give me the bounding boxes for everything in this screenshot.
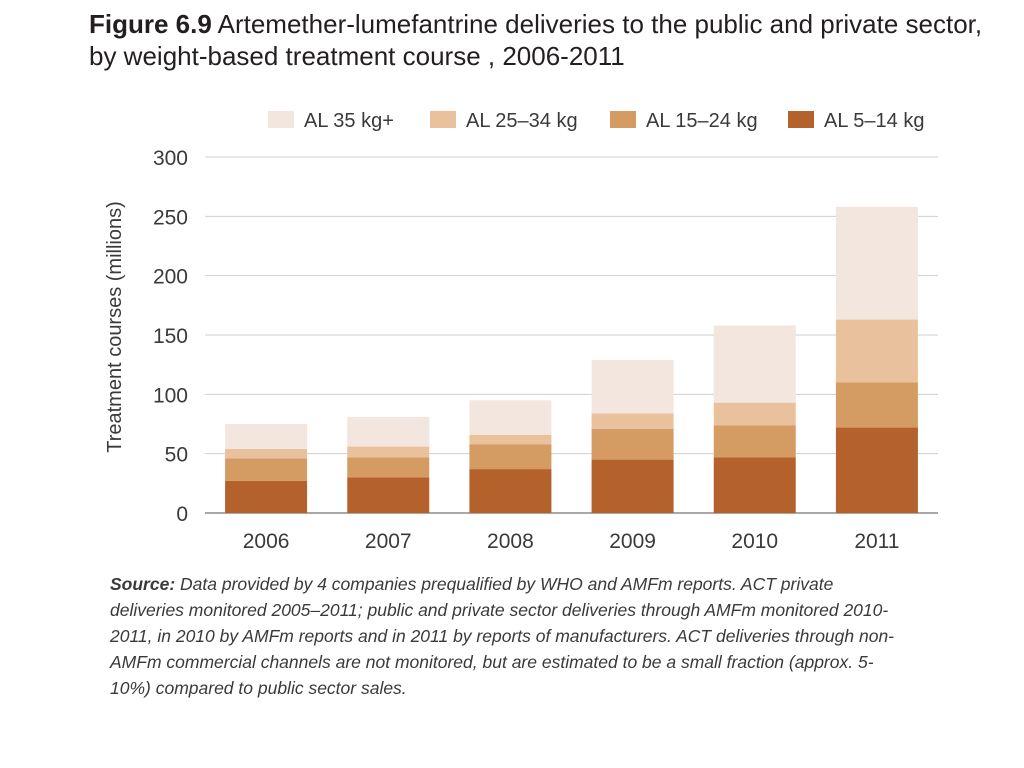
bar-segment [835, 319, 918, 383]
bar-segment [713, 457, 796, 513]
legend-label: AL 5–14 kg [824, 110, 924, 132]
source-note: Source: Data provided by 4 companies pre… [110, 571, 910, 701]
bar-segment [469, 444, 552, 470]
legend: AL 35 kg+ AL 25–34 kg AL 15–24 kg AL 5–14 k… [268, 110, 924, 132]
legend-swatch [788, 111, 814, 128]
bar-segment [713, 402, 796, 426]
legend-item: AL 25–34 kg [430, 110, 578, 132]
x-tick-label: 2007 [365, 530, 412, 553]
y-tick-label: 300 [153, 147, 188, 170]
bar-segment [835, 427, 918, 513]
y-tick-label: 100 [153, 384, 188, 407]
bar-segment [347, 457, 430, 478]
y-tick-labels: 0 50 100 150 200 250 300 [153, 147, 188, 526]
legend-item: AL 35 kg+ [268, 110, 394, 132]
legend-label: AL 35 kg+ [304, 110, 394, 132]
legend-swatch [610, 111, 636, 128]
bar-segment [713, 425, 796, 458]
bar-segment [835, 206, 918, 320]
figure-title-text: Artemether-lumefantrine deliveries to th… [89, 9, 983, 71]
bar-segment [591, 359, 674, 414]
bar-segment [469, 434, 552, 445]
legend-swatch [268, 111, 294, 128]
source-text: Data provided by 4 companies prequalifie… [110, 574, 895, 698]
bar-segment [225, 480, 308, 513]
bar-segment [225, 448, 308, 459]
x-tick-label: 2010 [731, 530, 778, 553]
figure-title: Figure 6.9 Artemether-lumefantrine deliv… [89, 8, 989, 72]
x-tick-labels: 2006 2007 2008 2009 2010 2011 [243, 530, 900, 553]
gridlines [205, 156, 938, 514]
legend-label: AL 15–24 kg [646, 110, 758, 132]
source-label: Source: [110, 574, 176, 594]
legend-item: AL 5–14 kg [788, 110, 924, 132]
bar-segment [347, 446, 430, 458]
figure-label: Figure 6.9 [89, 9, 212, 39]
bar-segment [469, 400, 552, 435]
bar-segment [835, 382, 918, 428]
y-tick-label: 250 [153, 206, 188, 229]
bar-segment [713, 325, 796, 403]
bar-segment [225, 458, 308, 481]
bar-segment [591, 428, 674, 460]
legend-item: AL 15–24 kg [610, 110, 758, 132]
bar-segment [591, 413, 674, 429]
y-tick-label: 200 [153, 266, 188, 289]
bar-segment [591, 459, 674, 513]
bar-segment [469, 469, 552, 513]
bar-segment [347, 416, 430, 447]
y-tick-label: 150 [153, 325, 188, 348]
y-axis-label: Treatment courses (millions) [104, 201, 126, 453]
x-tick-label: 2009 [609, 530, 656, 553]
x-tick-label: 2008 [487, 530, 534, 553]
legend-swatch [430, 111, 456, 128]
y-tick-label: 0 [176, 503, 188, 526]
bar-segment [225, 424, 308, 449]
legend-label: AL 25–34 kg [466, 110, 578, 132]
x-tick-label: 2011 [854, 530, 899, 553]
y-tick-label: 50 [165, 444, 188, 467]
bar-segment [347, 477, 430, 513]
x-tick-label: 2006 [243, 530, 290, 553]
bars [225, 206, 918, 513]
